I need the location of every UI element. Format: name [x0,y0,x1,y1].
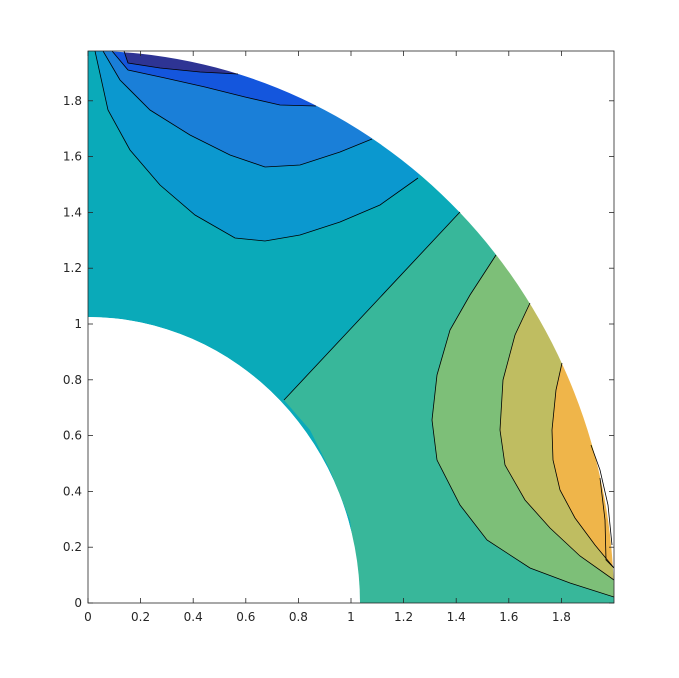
contour-line-0 [283,211,461,401]
x-tick-label: 1.8 [552,610,571,624]
contour-line-6 [94,51,419,242]
contour-line-2 [499,302,614,581]
contour-line-7 [102,51,373,168]
x-tick-label: 0.6 [236,610,255,624]
x-tick-label: 1 [347,610,355,624]
x-tick-label: 0 [84,610,92,624]
contour-line-8 [111,51,317,107]
y-tick-label: 1.2 [63,261,82,275]
y-tick-label: 0 [74,596,82,610]
contour-line-5 [599,477,614,569]
x-tick-label: 0.4 [184,610,203,624]
x-tick-label: 0.8 [289,610,308,624]
contour-line-1 [431,254,614,598]
contour-lines [94,51,614,598]
y-tick-label: 0.8 [63,373,82,387]
y-tick-label: 1 [74,317,82,331]
y-tick-label: 1.4 [63,205,82,219]
contour-line-4 [590,444,613,546]
x-axis: 0 0.2 0.4 0.6 0.8 1 1.2 1.4 1.6 1.8 [84,51,571,624]
y-tick-label: 0.2 [63,540,82,554]
y-tick-label: 1.6 [63,150,82,164]
y-tick-label: 0.6 [63,429,82,443]
y-axis: 0 0.2 0.4 0.6 0.8 1 1.2 1.4 1.6 1.8 [63,94,614,610]
outer-mask [88,51,614,603]
contour-fills [88,51,614,603]
x-tick-label: 1.4 [447,610,466,624]
x-tick-label: 1.2 [394,610,413,624]
inner-hole-mask [88,317,360,603]
contour-line-9 [123,51,239,75]
x-tick-label: 1.6 [499,610,518,624]
x-tick-label: 0.2 [131,610,150,624]
y-tick-label: 1.8 [63,94,82,108]
contour-line-3 [551,362,614,569]
y-tick-label: 0.4 [63,484,82,498]
